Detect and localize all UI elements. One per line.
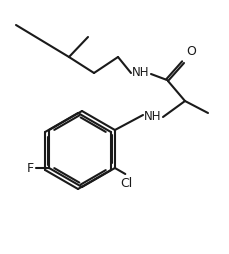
- Text: O: O: [185, 45, 195, 58]
- Text: Cl: Cl: [120, 177, 132, 190]
- Text: F: F: [27, 162, 34, 174]
- Text: NH: NH: [144, 109, 161, 122]
- Text: NH: NH: [132, 67, 149, 80]
